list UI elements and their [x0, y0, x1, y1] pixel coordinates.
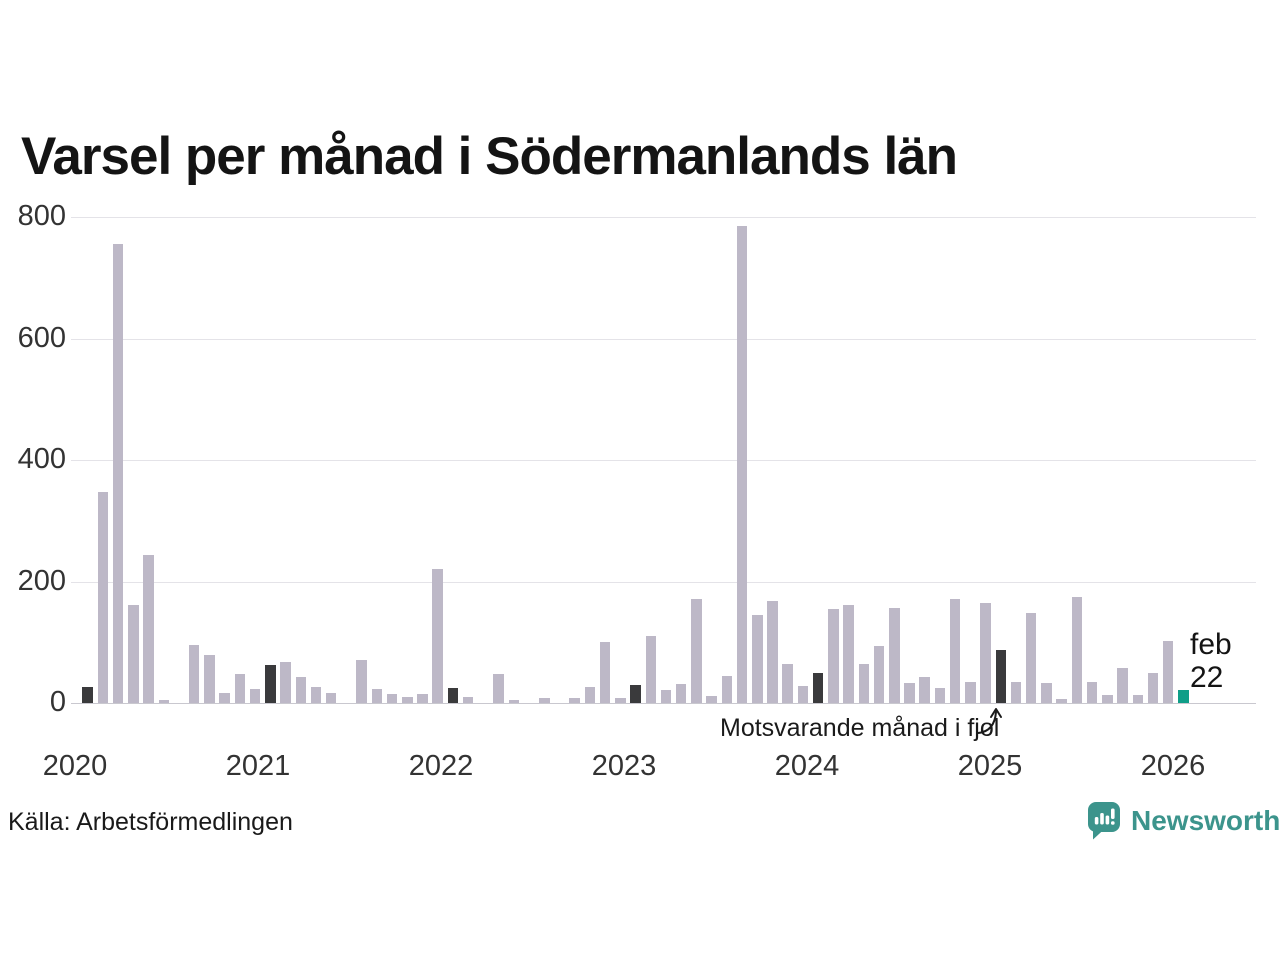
gridline-200: [71, 581, 1256, 583]
gridline-0: [71, 703, 1256, 704]
x-axis-tick-2023: 2023: [591, 750, 657, 782]
x-axis-tick-2024: 2024: [774, 750, 840, 782]
bar-2021-01: [249, 689, 261, 703]
gridline-400: [71, 460, 1256, 461]
y-axis-tick-200: 200: [17, 564, 66, 597]
bar-2020-11: [219, 692, 230, 703]
chart-title: Varsel per månad i Södermanlands län: [21, 127, 958, 186]
bar-2026-01: [1162, 641, 1174, 703]
bar-2021-12: [417, 694, 428, 703]
y-axis-tick-600: 600: [17, 321, 66, 354]
bar-2025-02: [995, 649, 1007, 703]
bar-2022-10: [569, 697, 580, 703]
bar-2024-01: [797, 685, 809, 703]
bar-2021-11: [402, 696, 413, 703]
gridline-600: [71, 338, 1256, 340]
bar-2023-06: [691, 598, 702, 703]
bar-2022-12: [599, 642, 611, 703]
bar-2021-09: [371, 689, 383, 703]
bar-2024-12: [965, 681, 976, 703]
bar-2024-02: [812, 672, 824, 703]
bar-2022-08: [539, 697, 550, 703]
bar-2022-06: [508, 699, 520, 703]
bar-2025-11: [1132, 695, 1143, 703]
bar-2024-03: [828, 609, 839, 703]
bar-2024-04: [843, 605, 854, 703]
bar-2021-08: [356, 660, 367, 703]
bar-2023-07: [706, 695, 717, 703]
x-axis-tick-2026: 2026: [1140, 750, 1206, 782]
bar-2023-03: [645, 636, 657, 703]
x-axis-tick-2021: 2021: [225, 750, 291, 782]
x-axis-tick-2022: 2022: [408, 750, 474, 782]
bar-2020-02: [82, 687, 93, 703]
bar-2024-09: [919, 677, 930, 703]
y-axis-tick-0: 0: [49, 686, 66, 718]
x-axis-tick-2020: 2020: [42, 750, 108, 782]
bar-2024-11: [949, 599, 961, 703]
bar-2026-02: [1178, 689, 1189, 703]
bar-2023-05: [675, 684, 687, 703]
brand-name: Newsworthy: [1131, 804, 1280, 836]
gridline-800: [71, 217, 1256, 218]
bar-2022-11: [584, 687, 596, 703]
brand-logo: Newsworthy: [1086, 800, 1280, 841]
bar-2025-04: [1025, 613, 1037, 703]
bar-2024-10: [934, 688, 946, 703]
annotation-label: Motsvarande månad i fjol: [720, 714, 1000, 742]
y-axis-tick-800: 800: [17, 200, 66, 232]
bar-2023-11: [767, 600, 778, 703]
bar-2023-09: [736, 226, 748, 703]
newsworthy-bubble-chart-icon: [1088, 802, 1120, 840]
bar-2021-06: [325, 692, 337, 703]
bar-2025-01: [980, 603, 991, 703]
bar-2022-05: [493, 674, 504, 703]
source-credit: Källa: Arbetsförmedlingen: [8, 808, 293, 836]
current-bar-label-value: 22: [1190, 661, 1224, 694]
current-bar-label: feb 22: [1190, 628, 1232, 694]
bar-2025-10: [1117, 667, 1128, 703]
bar-2025-09: [1102, 695, 1113, 703]
bar-2025-03: [1010, 682, 1022, 703]
y-axis-tick-400: 400: [17, 443, 66, 475]
bar-2023-08: [721, 676, 733, 703]
bar-2021-04: [295, 676, 307, 703]
x-axis-tick-2025: 2025: [957, 750, 1023, 782]
bar-2025-05: [1041, 682, 1052, 703]
current-bar-label-month: feb: [1190, 628, 1232, 661]
bar-2020-10: [204, 655, 215, 703]
bar-2020-07: [158, 699, 170, 703]
bar-2024-06: [873, 645, 885, 703]
bar-2020-05: [128, 605, 139, 703]
bar-2021-10: [386, 694, 398, 703]
bar-2021-03: [280, 661, 291, 703]
annotation-arrow-icon: [977, 708, 1002, 734]
bar-2023-12: [782, 663, 793, 703]
bar-2024-05: [858, 663, 870, 703]
bar-2025-07: [1071, 596, 1083, 703]
bar-2025-08: [1086, 681, 1098, 703]
bar-2022-01: [432, 569, 443, 703]
bar-2021-05: [310, 686, 322, 703]
bar-2024-08: [904, 682, 915, 703]
bar-2023-10: [752, 614, 763, 703]
bar-2023-01: [615, 697, 626, 703]
bar-2021-02: [265, 665, 276, 703]
bar-2022-02: [447, 688, 459, 703]
bar-2020-06: [143, 554, 154, 703]
bar-2024-07: [889, 608, 900, 703]
bar-2023-02: [630, 684, 641, 703]
bar-2020-03: [97, 491, 109, 703]
bar-2020-12: [234, 673, 246, 703]
bar-2020-04: [112, 244, 124, 703]
bar-2020-09: [188, 644, 200, 703]
bar-2025-06: [1056, 699, 1067, 703]
bar-2022-03: [462, 696, 474, 703]
bar-2025-12: [1147, 672, 1159, 703]
bar-2023-04: [660, 690, 672, 703]
